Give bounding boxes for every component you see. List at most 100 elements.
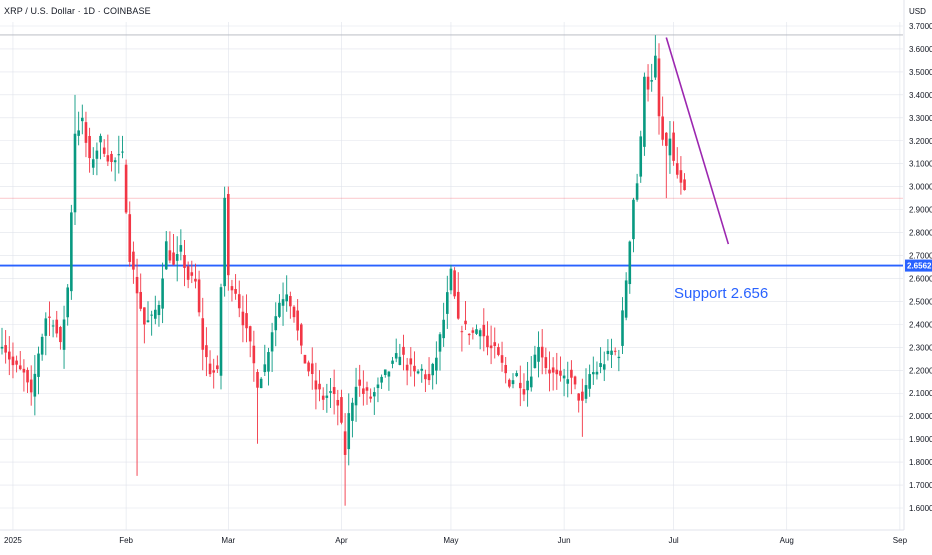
candle: [143, 307, 146, 344]
candle: [0, 327, 4, 355]
candle-body: [613, 350, 617, 352]
candle-body: [657, 58, 661, 117]
candle: [128, 201, 132, 267]
candle: [508, 378, 511, 389]
candle: [467, 333, 471, 345]
candles-layer: [0, 35, 686, 506]
candle: [121, 135, 124, 159]
candle-body: [84, 122, 88, 143]
candle-body: [175, 254, 179, 261]
candle-body: [435, 357, 438, 371]
candle-body: [394, 353, 398, 359]
candle: [380, 374, 383, 389]
candle-body: [44, 318, 48, 336]
candle-body: [340, 397, 343, 423]
candle-body: [632, 199, 635, 240]
candle: [402, 334, 405, 371]
candle-body: [150, 314, 153, 316]
candle: [22, 359, 26, 392]
candle: [551, 357, 555, 391]
candle-body: [548, 369, 551, 374]
candle: [435, 341, 438, 385]
candle-body: [66, 287, 69, 318]
candle: [584, 368, 588, 404]
candle: [256, 369, 259, 444]
candle: [321, 387, 325, 411]
candle: [164, 231, 168, 270]
candle-body: [584, 385, 588, 399]
candle-body: [0, 346, 4, 349]
candle: [599, 347, 602, 374]
candle-body: [212, 370, 215, 373]
candle-body: [40, 336, 44, 355]
candle-body: [373, 392, 376, 397]
candle: [66, 284, 69, 326]
candle: [581, 378, 584, 437]
candle-body: [146, 320, 150, 323]
candle: [504, 356, 507, 384]
candle-body: [11, 356, 15, 366]
candle: [59, 325, 62, 350]
candle-body: [551, 367, 555, 373]
candle-body: [606, 350, 610, 355]
candle: [420, 364, 424, 383]
candle: [573, 375, 577, 390]
candle-body: [161, 278, 164, 309]
candle: [172, 234, 175, 266]
candle: [540, 329, 544, 375]
candle: [544, 347, 548, 375]
candle-body: [128, 214, 132, 262]
candle: [672, 121, 675, 166]
x-tick-label: Feb: [119, 536, 133, 545]
candle: [329, 378, 332, 408]
candle-body: [190, 272, 194, 276]
candle: [387, 371, 391, 391]
candle: [292, 305, 296, 323]
candle-body: [237, 294, 241, 309]
candle-body: [285, 294, 288, 302]
candle-body: [307, 362, 310, 372]
candle-body: [478, 330, 482, 337]
candle-body: [621, 310, 624, 346]
candle-body: [533, 354, 537, 368]
x-tick-label: Sep: [893, 536, 908, 545]
candle: [453, 267, 456, 299]
candle-body: [95, 150, 99, 159]
candle: [168, 231, 172, 264]
candle: [588, 364, 591, 397]
candle: [427, 357, 431, 386]
candle: [519, 365, 522, 407]
candle: [278, 294, 281, 319]
candle: [197, 270, 201, 317]
y-tick-label: 2.9000: [909, 206, 932, 215]
candle: [201, 297, 205, 371]
price-axis-bg: [904, 0, 932, 550]
candle: [383, 369, 387, 378]
y-tick-label: 3.3000: [909, 114, 932, 123]
candle: [154, 295, 157, 325]
candle: [227, 186, 230, 291]
y-tick-label: 2.8000: [909, 229, 932, 238]
candle: [613, 347, 617, 356]
y-tick-label: 3.6000: [909, 45, 932, 54]
candle: [77, 111, 80, 146]
candle-body: [241, 311, 245, 326]
candle-body: [402, 346, 405, 355]
candle: [460, 325, 464, 352]
candle: [179, 229, 183, 261]
candle-body: [205, 345, 208, 358]
annotations-layer: Support 2.656: [665, 37, 768, 302]
candle: [602, 351, 606, 382]
candle-body: [351, 402, 354, 421]
candle-body: [537, 346, 540, 362]
candle-body: [522, 389, 526, 395]
candle-body: [566, 379, 570, 384]
candle: [157, 300, 161, 327]
y-tick-label: 3.7000: [909, 22, 932, 31]
candle-body: [172, 252, 175, 265]
candle-body: [77, 130, 80, 136]
candle-body: [318, 383, 321, 390]
candle: [205, 327, 208, 377]
